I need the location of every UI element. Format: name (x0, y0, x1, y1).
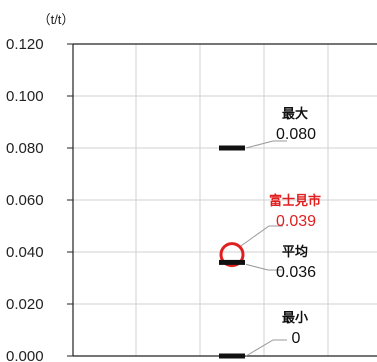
marker-city (219, 242, 245, 268)
label-avg: 平均 (282, 244, 308, 260)
leader-line-city (239, 225, 283, 248)
label-min: 最小 (282, 311, 308, 326)
y-tick-label: 0.120 (6, 36, 44, 53)
y-tick-label: 0.020 (6, 296, 44, 313)
marker-min (219, 353, 245, 359)
y-tick-label: 0.000 (6, 348, 44, 362)
y-tick-label: 0.100 (6, 88, 44, 105)
value-min: 0 (292, 330, 301, 347)
label-city: 富士見市 (269, 193, 321, 209)
y-tick-label: 0.060 (6, 192, 44, 209)
y-unit-label: （t/t） (38, 12, 75, 27)
value-avg: 0.036 (276, 264, 316, 281)
marker-avg (219, 259, 245, 265)
leader-line-avg (245, 263, 282, 271)
label-max: 最大 (282, 106, 308, 122)
y-tick-label: 0.040 (6, 244, 44, 261)
marker-max (219, 145, 245, 151)
value-max: 0.080 (276, 126, 316, 143)
leader-line-min (245, 339, 287, 357)
leader-line-max (245, 140, 287, 149)
value-city: 0.039 (276, 213, 316, 230)
y-tick-label: 0.080 (6, 140, 44, 157)
